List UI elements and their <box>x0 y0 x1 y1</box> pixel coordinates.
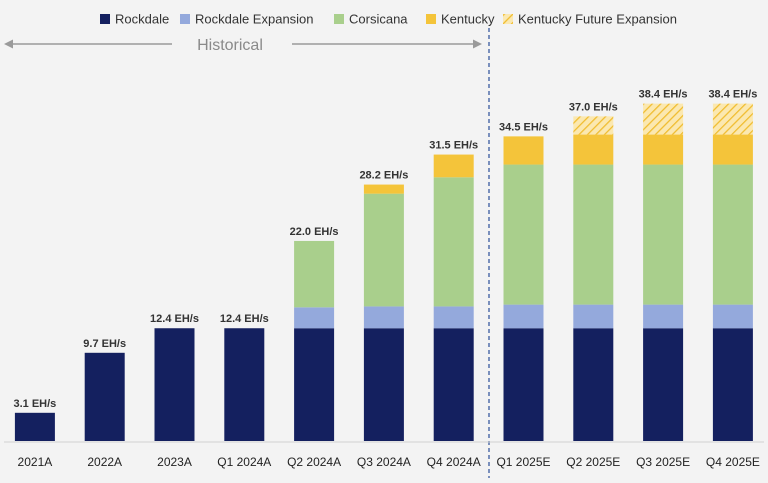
total-label-q3-2024a: 28.2 EH/s <box>359 170 408 182</box>
bar-kentucky-future-expansion-q4-2025e <box>712 103 753 135</box>
x-tick-q2-2025e: Q2 2025E <box>566 455 620 469</box>
bar-rockdale-expansion-q3-2025e <box>643 304 684 329</box>
total-label-2021a: 3.1 EH/s <box>13 398 56 410</box>
x-tick-q2-2024a: Q2 2024A <box>287 455 341 469</box>
x-tick-q4-2025e: Q4 2025E <box>706 455 760 469</box>
total-label-q1-2024a: 12.4 EH/s <box>220 313 269 325</box>
bar-rockdale-expansion-q2-2024a <box>294 307 335 329</box>
bar-kentucky-q1-2025e <box>503 136 544 165</box>
total-labels: 3.1 EH/s 9.7 EH/s 12.4 EH/s 12.4 EH/s 22.0 E… <box>13 89 757 410</box>
total-label-q4-2024a: 31.5 EH/s <box>429 140 478 152</box>
bar-rockdale-expansion-q1-2025e <box>503 304 544 329</box>
x-tick-q3-2025e: Q3 2025E <box>636 455 690 469</box>
bar-kentucky-q4-2024a <box>433 154 474 178</box>
legend-label-kentucky-future-expansion: Kentucky Future Expansion <box>518 12 677 27</box>
bar-rockdale-2021a <box>14 412 55 441</box>
total-label-q1-2025e: 34.5 EH/s <box>499 121 548 133</box>
total-label-q2-2024a: 22.0 EH/s <box>290 226 339 238</box>
bar-corsicana-q3-2025e <box>643 164 684 305</box>
x-tick-2023a: 2023A <box>157 455 192 469</box>
bar-corsicana-q4-2024a <box>433 177 474 307</box>
legend-swatch-kentucky-future-expansion <box>503 14 513 24</box>
bar-rockdale-q2-2024a <box>294 328 335 441</box>
bar-kentucky-future-expansion-q2-2025e <box>573 116 614 135</box>
bar-kentucky-q3-2025e <box>643 134 684 165</box>
x-tick-2021a: 2021A <box>18 455 53 469</box>
legend-label-kentucky: Kentucky <box>441 12 495 27</box>
bar-corsicana-q2-2025e <box>573 164 614 305</box>
x-tick-labels: 2021A 2022A 2023A Q1 2024A Q2 2024A Q3 2024A Q… <box>18 455 760 469</box>
bar-rockdale-expansion-q4-2025e <box>712 304 753 329</box>
x-tick-q3-2024a: Q3 2024A <box>357 455 411 469</box>
x-tick-q1-2024a: Q1 2024A <box>217 455 271 469</box>
historical-arrowhead-right <box>473 39 482 49</box>
bar-rockdale-q2-2025e <box>573 328 614 441</box>
bar-corsicana-q1-2025e <box>503 164 544 305</box>
legend: Rockdale Rockdale Expansion Corsicana Kentu… <box>100 12 677 27</box>
legend-swatch-kentucky <box>426 14 436 24</box>
x-tick-q1-2025e: Q1 2025E <box>496 455 550 469</box>
bar-rockdale-q1-2024a <box>224 328 265 441</box>
historical-arrowhead-left <box>4 39 13 49</box>
legend-swatch-rockdale-expansion <box>180 14 190 24</box>
bar-corsicana-q2-2024a <box>294 240 335 308</box>
bar-rockdale-expansion-q2-2025e <box>573 304 614 329</box>
total-label-2022a: 9.7 EH/s <box>83 338 126 350</box>
legend-label-rockdale-expansion: Rockdale Expansion <box>195 12 314 27</box>
bar-rockdale-q3-2024a <box>363 328 404 441</box>
bars-layer <box>14 103 753 441</box>
historical-label: Historical <box>197 37 263 54</box>
total-label-q2-2025e: 37.0 EH/s <box>569 101 618 113</box>
bar-corsicana-q4-2025e <box>712 164 753 305</box>
legend-swatch-rockdale <box>100 14 110 24</box>
total-label-q3-2025e: 38.4 EH/s <box>639 89 688 101</box>
x-tick-2022a: 2022A <box>87 455 122 469</box>
bar-rockdale-q3-2025e <box>643 328 684 441</box>
total-label-q4-2025e: 38.4 EH/s <box>708 89 757 101</box>
bar-rockdale-q4-2025e <box>712 328 753 441</box>
bar-rockdale-expansion-q3-2024a <box>363 306 404 329</box>
x-tick-q4-2024a: Q4 2024A <box>427 455 481 469</box>
bar-rockdale-2022a <box>84 352 125 441</box>
legend-label-corsicana: Corsicana <box>349 12 408 27</box>
bar-kentucky-future-expansion-q3-2025e <box>643 103 684 135</box>
bar-rockdale-q4-2024a <box>433 328 474 441</box>
total-label-2023a: 12.4 EH/s <box>150 313 199 325</box>
bar-kentucky-q2-2025e <box>573 134 614 165</box>
historical-annotation: Historical <box>4 37 482 54</box>
bar-kentucky-q3-2024a <box>363 184 404 194</box>
bar-rockdale-expansion-q4-2024a <box>433 306 474 329</box>
legend-swatch-corsicana <box>334 14 344 24</box>
bar-corsicana-q3-2024a <box>363 193 404 307</box>
legend-label-rockdale: Rockdale <box>115 12 169 27</box>
bar-rockdale-2023a <box>154 328 195 441</box>
bar-kentucky-q4-2025e <box>712 134 753 165</box>
bar-rockdale-q1-2025e <box>503 328 544 441</box>
